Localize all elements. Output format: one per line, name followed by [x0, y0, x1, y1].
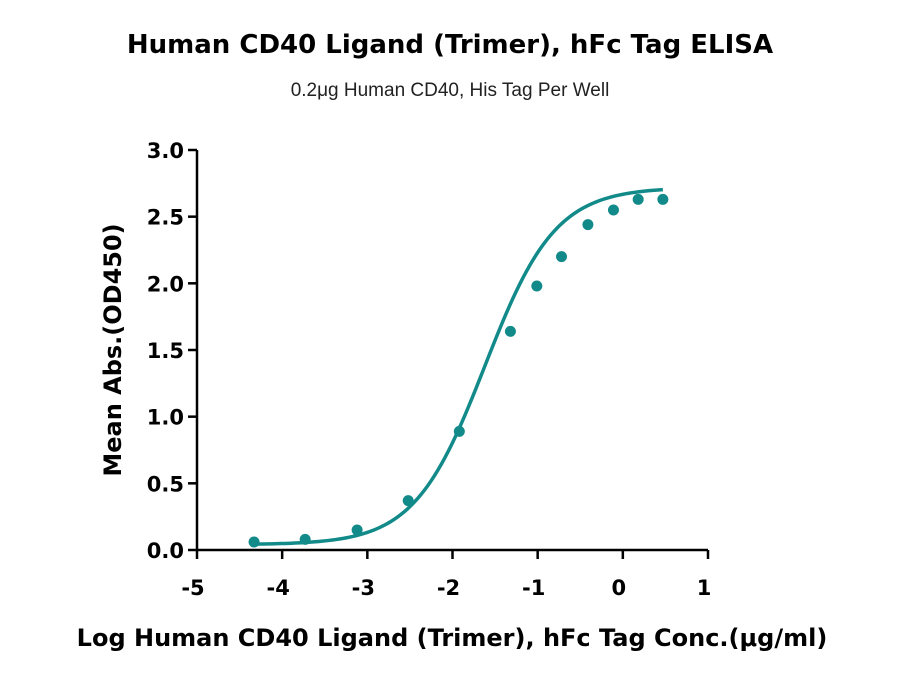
- chart-subtitle: 0.2μg Human CD40, His Tag Per Well: [290, 80, 610, 101]
- y-tick-label: 3.0: [147, 139, 184, 163]
- data-point: [556, 251, 568, 263]
- data-points: [248, 193, 669, 548]
- y-tick-label: 0.5: [147, 472, 184, 496]
- data-point: [453, 425, 465, 437]
- data-point: [504, 325, 516, 337]
- x-axis-label: Log Human CD40 Ligand (Trimer), hFc Tag …: [77, 624, 828, 652]
- data-point: [531, 280, 543, 292]
- x-tick-label: 1: [697, 576, 712, 600]
- x-tick-label: -5: [181, 576, 204, 600]
- tick-labels: -5 -4 -3 -2 -1 0 1 0.0 0.5 1.0 1.5 2.0 2.5 3.0: [147, 139, 712, 600]
- y-tick-label: 2.0: [147, 272, 184, 296]
- x-tick-label: 0: [612, 576, 627, 600]
- data-point: [299, 533, 311, 545]
- chart-title: Human CD40 Ligand (Trimer), hFc Tag ELIS…: [126, 30, 774, 60]
- y-axis-label: Mean Abs.(OD450): [99, 223, 127, 476]
- data-point: [351, 524, 363, 536]
- data-point: [607, 204, 619, 216]
- data-point: [657, 193, 669, 205]
- data-point: [402, 495, 414, 507]
- y-tick-label: 1.5: [147, 339, 184, 363]
- data-point: [632, 193, 644, 205]
- y-tick-label: 1.0: [147, 406, 184, 430]
- x-tick-label: -1: [522, 576, 545, 600]
- y-tick-label: 2.5: [147, 206, 184, 230]
- x-tick-label: -2: [437, 576, 460, 600]
- axes: [188, 148, 710, 559]
- y-tick-label: 0.0: [147, 539, 184, 563]
- x-tick-label: -3: [352, 576, 375, 600]
- data-point: [582, 219, 594, 231]
- fit-curve: [254, 187, 663, 546]
- x-tick-label: -4: [267, 576, 290, 600]
- data-point: [248, 536, 260, 548]
